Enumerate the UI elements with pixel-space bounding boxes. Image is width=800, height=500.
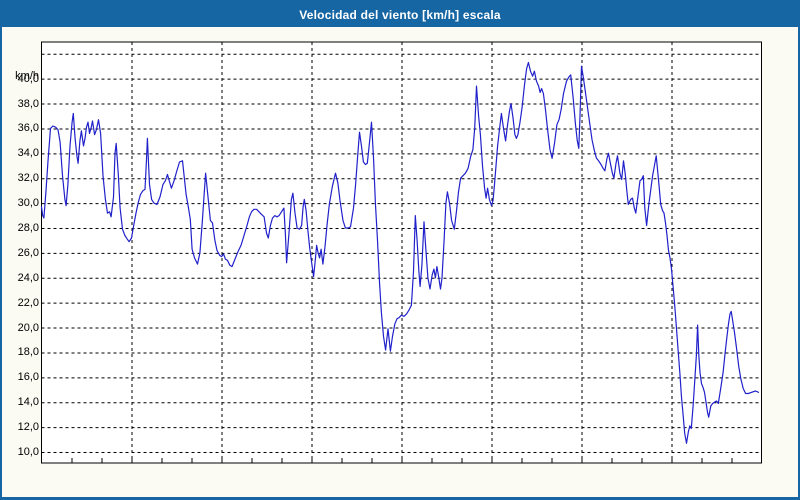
x-tick-label: 15:0013/12/25 — [460, 495, 524, 497]
wind-speed-line-chart — [40, 41, 762, 464]
y-tick-label: 30,0 — [17, 197, 39, 210]
y-tick-label: 12,0 — [17, 421, 39, 434]
y-tick-label: 24,0 — [17, 271, 39, 284]
y-axis-unit-label: km/h — [15, 70, 39, 82]
x-tick-label: 00:0014/12/25 — [730, 495, 794, 497]
y-tick-label: 18,0 — [17, 346, 39, 359]
x-tick-time: 21:00 — [640, 495, 704, 497]
chart-area: km/h 10,0 12,0 14,0 16,0 18,0 20,0 22,0 24,0 26,… — [2, 27, 798, 497]
x-minor-ticks — [71, 458, 733, 463]
x-tick-label: 00:0013/12/25 — [10, 495, 74, 497]
x-tick-time: 18:00 — [550, 495, 614, 497]
x-tick-label: 03:0013/12/25 — [100, 495, 164, 497]
plot-border — [41, 41, 762, 464]
y-tick-label: 16,0 — [17, 371, 39, 384]
x-tick-label: 21:0013/12/25 — [640, 495, 704, 497]
x-tick-label: 18:0013/12/25 — [550, 495, 614, 497]
y-tick-label: 36,0 — [17, 122, 39, 135]
x-tick-label: 09:0013/12/25 — [280, 495, 344, 497]
title-bar: Velocidad del viento [km/h] escala — [2, 2, 798, 27]
y-tick-label: 10,0 — [17, 446, 39, 458]
y-tick-label: 32,0 — [17, 172, 39, 185]
x-tick-label: 12:0013/12/25 — [370, 495, 434, 497]
y-tick-label: 26,0 — [17, 246, 39, 259]
x-tick-time: 00:00 — [730, 495, 794, 497]
x-tick-time: 03:00 — [100, 495, 164, 497]
y-tick-label: 14,0 — [17, 396, 39, 409]
y-tick-label: 40,0 — [17, 72, 39, 85]
wind-speed-series-line — [40, 61, 760, 444]
x-tick-label: 06:0013/12/25 — [190, 495, 254, 497]
plot-background — [41, 42, 762, 463]
x-tick-time: 06:00 — [190, 495, 254, 497]
x-tick-time: 15:00 — [460, 495, 524, 497]
y-tick-label: 34,0 — [17, 147, 39, 160]
y-tick-label: 38,0 — [17, 97, 39, 110]
chart-title: Velocidad del viento [km/h] escala — [299, 7, 501, 22]
y-tick-label: 28,0 — [17, 222, 39, 234]
y-tick-label: 20,0 — [17, 321, 39, 334]
x-tick-time: 09:00 — [280, 495, 344, 497]
y-gridlines — [41, 53, 762, 453]
x-tick-time: 12:00 — [370, 495, 434, 497]
x-tick-time: 00:00 — [10, 495, 74, 497]
y-tick-label: 22,0 — [17, 296, 39, 309]
x-gridlines — [131, 42, 673, 463]
